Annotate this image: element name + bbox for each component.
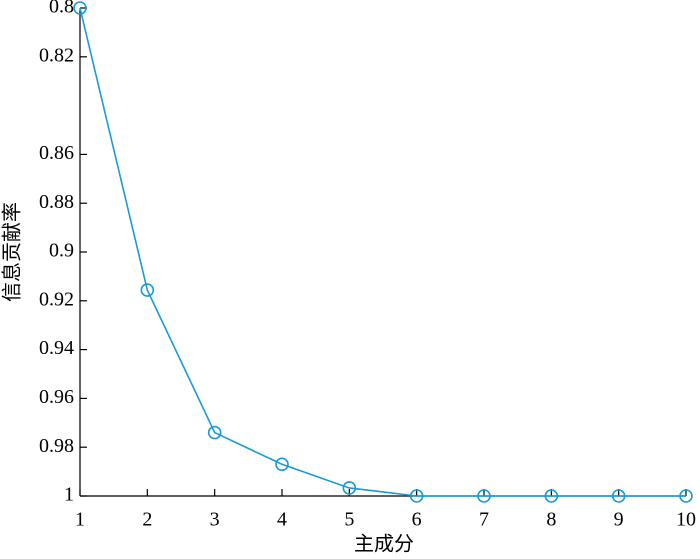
y-tick-label: 0.94 <box>39 337 74 359</box>
y-tick-label: 0.82 <box>39 44 74 66</box>
series-line <box>79 7 686 497</box>
y-tick-label: 1 <box>64 484 74 506</box>
y-axis-label: 信息贡献率 <box>1 202 24 302</box>
point-marker <box>275 457 289 472</box>
point-marker <box>140 283 155 297</box>
x-tick-label: 10 <box>676 509 696 531</box>
y-tick-label: 0.8 <box>49 0 74 18</box>
y-tick-label: 0.86 <box>39 142 74 164</box>
x-tick-label: 4 <box>277 509 287 531</box>
y-tick-label: 0.9 <box>49 240 74 262</box>
x-tick-label: 6 <box>412 509 422 531</box>
point-marker <box>207 425 222 440</box>
point-marker <box>477 489 491 503</box>
y-tick-label: 0.96 <box>39 386 74 408</box>
x-tick-label: 5 <box>344 509 354 531</box>
y-tick-label: 0.92 <box>39 288 74 310</box>
point-marker <box>679 489 693 503</box>
x-tick-label: 7 <box>479 509 489 531</box>
x-tick-label: 3 <box>210 509 220 531</box>
y-tick-label: 0.98 <box>39 435 74 457</box>
point-marker <box>73 1 87 15</box>
x-tick-label: 1 <box>75 509 85 531</box>
point-marker <box>342 481 357 495</box>
point-marker <box>544 489 559 503</box>
x-tick-label: 9 <box>614 509 624 531</box>
point-marker <box>611 489 626 503</box>
x-tick-label: 2 <box>142 509 152 531</box>
x-axis-label: 主成分 <box>354 533 414 556</box>
point-marker <box>409 489 424 503</box>
y-tick-label: 0.88 <box>39 191 74 213</box>
x-tick-label: 8 <box>546 509 556 531</box>
